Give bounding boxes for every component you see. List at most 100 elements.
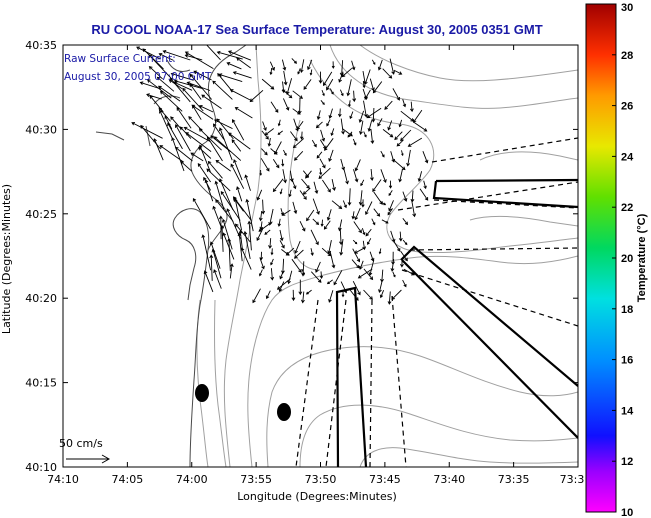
current-vector bbox=[258, 211, 263, 222]
current-vector bbox=[319, 158, 326, 169]
x-tick-label: 73:3 bbox=[560, 473, 585, 486]
current-vector bbox=[261, 148, 268, 156]
current-vector bbox=[279, 188, 283, 195]
current-vector bbox=[364, 89, 371, 100]
current-vector bbox=[407, 137, 423, 147]
current-vector bbox=[328, 149, 334, 162]
current-vector bbox=[301, 178, 310, 189]
current-vector bbox=[193, 70, 212, 81]
current-vector bbox=[398, 119, 403, 128]
colorbar-tick-label: 10 bbox=[621, 507, 633, 518]
current-vector bbox=[352, 239, 358, 245]
current-vector bbox=[270, 258, 274, 266]
current-vector bbox=[236, 186, 243, 202]
current-vector bbox=[362, 240, 367, 251]
current-vector bbox=[292, 90, 303, 99]
current-vector bbox=[326, 279, 333, 285]
current-vector bbox=[300, 131, 304, 140]
current-vector bbox=[341, 67, 353, 78]
current-vector bbox=[185, 132, 212, 152]
current-vector bbox=[189, 73, 213, 100]
current-vector bbox=[220, 224, 225, 252]
colorbar-tick-label: 12 bbox=[621, 456, 633, 468]
current-vector bbox=[379, 290, 385, 299]
current-vector bbox=[158, 109, 173, 139]
current-vector bbox=[131, 121, 163, 139]
current-vector bbox=[411, 199, 417, 218]
current-vector bbox=[372, 81, 383, 94]
current-vector bbox=[362, 80, 366, 89]
current-vector bbox=[277, 218, 281, 227]
current-vector bbox=[309, 69, 313, 76]
current-vector bbox=[363, 268, 374, 281]
current-vector bbox=[191, 104, 214, 120]
current-vector bbox=[264, 229, 271, 235]
current-vector bbox=[265, 290, 271, 300]
colorbar-tick-label: 20 bbox=[621, 253, 633, 265]
current-vector bbox=[302, 187, 311, 195]
current-vector bbox=[298, 279, 303, 296]
current-vector bbox=[206, 168, 231, 192]
current-vector bbox=[276, 278, 291, 290]
current-vector bbox=[328, 290, 334, 303]
current-vector bbox=[282, 169, 287, 184]
current-vector bbox=[148, 54, 173, 80]
current-vector bbox=[343, 167, 349, 185]
y-tick-label: 40:20 bbox=[25, 292, 57, 305]
current-vector bbox=[357, 268, 373, 279]
current-vector bbox=[320, 100, 325, 105]
current-vector bbox=[382, 68, 393, 79]
scale-label: 50 cm/s bbox=[59, 437, 103, 450]
current-vector bbox=[301, 269, 305, 276]
current-vector bbox=[423, 180, 427, 190]
current-vector bbox=[197, 162, 211, 183]
current-vector bbox=[354, 159, 361, 172]
moored-buoy-1 bbox=[195, 384, 209, 402]
current-vector bbox=[148, 65, 163, 80]
current-vector bbox=[203, 270, 214, 293]
current-vector bbox=[422, 151, 429, 164]
current-vector bbox=[252, 288, 261, 304]
colorbar-tick-label: 18 bbox=[621, 304, 633, 316]
current-vector bbox=[402, 218, 409, 226]
current-vector bbox=[370, 168, 374, 181]
current-vector bbox=[390, 259, 395, 272]
current-vector bbox=[401, 150, 404, 157]
current-vector bbox=[377, 118, 383, 127]
current-vector bbox=[209, 254, 214, 281]
current-vector bbox=[153, 138, 164, 161]
current-vector bbox=[213, 123, 225, 140]
y-tick-label: 40:35 bbox=[25, 39, 57, 52]
current-vector bbox=[319, 168, 323, 176]
current-vector bbox=[227, 50, 252, 61]
current-vector bbox=[158, 52, 174, 61]
current-vector bbox=[256, 227, 264, 241]
current-vector bbox=[299, 221, 306, 232]
current-vector bbox=[347, 188, 352, 206]
y-axis-label: Latitude (Degrees:Minutes) bbox=[0, 184, 13, 334]
current-vector bbox=[198, 104, 214, 113]
current-vectors bbox=[131, 45, 429, 305]
current-vector bbox=[393, 241, 401, 252]
current-vector bbox=[382, 129, 394, 138]
current-vector bbox=[256, 189, 263, 201]
current-vector bbox=[229, 89, 251, 101]
current-vector bbox=[318, 71, 323, 84]
current-vector bbox=[400, 129, 412, 142]
x-tick-label: 74:05 bbox=[112, 473, 144, 486]
x-tick-label: 74:00 bbox=[176, 473, 208, 486]
current-vector bbox=[227, 132, 251, 150]
current-vector bbox=[218, 127, 233, 161]
current-vector bbox=[321, 89, 325, 97]
current-vector bbox=[381, 219, 389, 224]
current-vector bbox=[347, 100, 351, 108]
current-vector bbox=[159, 90, 183, 112]
y-tick-label: 40:25 bbox=[25, 208, 57, 221]
current-vector bbox=[290, 131, 298, 142]
current-vector bbox=[329, 88, 334, 95]
current-vector bbox=[366, 107, 382, 119]
current-vector bbox=[232, 71, 252, 79]
colorbar bbox=[585, 3, 617, 513]
current-vector bbox=[354, 207, 361, 221]
